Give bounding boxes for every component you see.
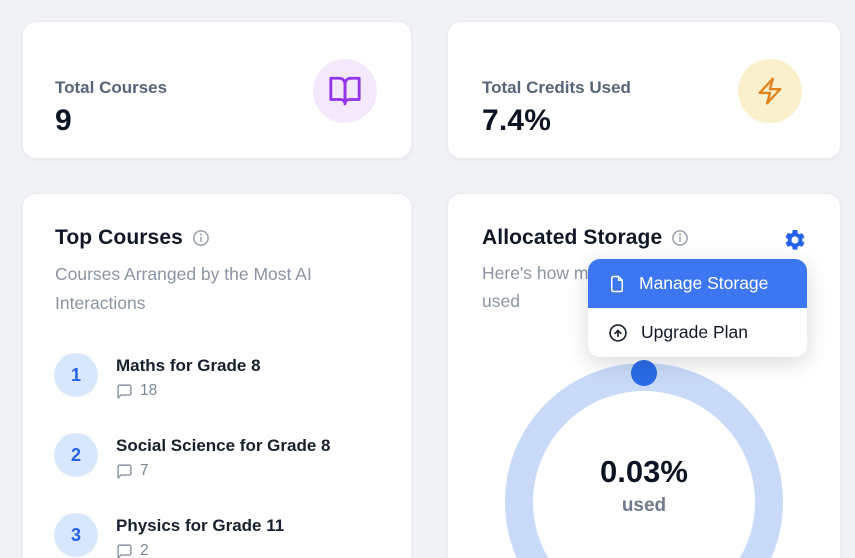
- comment-count: 7: [140, 462, 149, 479]
- top-courses-title: Top Courses: [55, 226, 183, 249]
- book-open-icon: [328, 74, 362, 108]
- total-courses-label: Total Courses: [55, 78, 168, 97]
- top-courses-subtitle: Courses Arranged by the Most AI Interact…: [55, 264, 312, 313]
- course-list-item[interactable]: 2 Social Science for Grade 8 7: [54, 433, 330, 480]
- lightning-icon-badge: [738, 59, 802, 123]
- menu-item-label: Manage Storage: [639, 273, 769, 293]
- total-credits-card: Total Credits Used 7.4%: [447, 21, 841, 159]
- file-icon: [608, 275, 626, 293]
- allocated-storage-title: Allocated Storage: [482, 226, 663, 249]
- menu-item-manage-storage[interactable]: Manage Storage: [588, 259, 807, 308]
- menu-item-upgrade-plan[interactable]: Upgrade Plan: [588, 308, 807, 357]
- rank-badge: 1: [54, 353, 98, 397]
- storage-used-segment: [631, 360, 657, 386]
- course-list-item[interactable]: 1 Maths for Grade 8 18: [54, 353, 330, 400]
- top-courses-card: Top Courses Courses Arranged by the Most…: [22, 193, 412, 558]
- course-name: Maths for Grade 8: [116, 356, 261, 375]
- course-name: Social Science for Grade 8: [116, 436, 331, 455]
- course-list-item[interactable]: 3 Physics for Grade 11 2: [54, 513, 330, 558]
- allocated-storage-subtitle: Here's how m used: [482, 263, 589, 311]
- total-courses-card: Total Courses 9: [22, 21, 412, 159]
- total-courses-value: 9: [55, 104, 72, 137]
- storage-options-menu: Manage Storage Upgrade Plan: [588, 259, 807, 357]
- allocated-storage-card: Allocated Storage Here's how m used 0.0: [447, 193, 841, 558]
- storage-percent-sublabel: used: [621, 495, 667, 516]
- storage-donut-chart: [505, 360, 783, 558]
- upgrade-arrow-icon: [608, 323, 628, 343]
- comment-count: 18: [140, 382, 158, 399]
- comment-icon: [116, 543, 133, 558]
- book-icon-badge: [313, 59, 377, 123]
- info-icon[interactable]: [671, 229, 689, 247]
- total-credits-label: Total Credits Used: [482, 78, 631, 97]
- rank-badge: 3: [54, 513, 98, 557]
- course-list: 1 Maths for Grade 8 18 2: [54, 353, 330, 558]
- comment-count: 2: [140, 542, 149, 558]
- storage-settings-gear-icon[interactable]: [782, 227, 808, 253]
- rank-badge: 2: [54, 433, 98, 477]
- info-icon[interactable]: [192, 229, 210, 247]
- course-name: Physics for Grade 11: [116, 516, 285, 535]
- storage-percent-value: 0.03%: [600, 454, 688, 489]
- menu-item-label: Upgrade Plan: [641, 322, 749, 342]
- total-credits-value: 7.4%: [482, 104, 552, 137]
- comment-icon: [116, 463, 133, 480]
- lightning-icon: [755, 76, 785, 106]
- comment-icon: [116, 383, 133, 400]
